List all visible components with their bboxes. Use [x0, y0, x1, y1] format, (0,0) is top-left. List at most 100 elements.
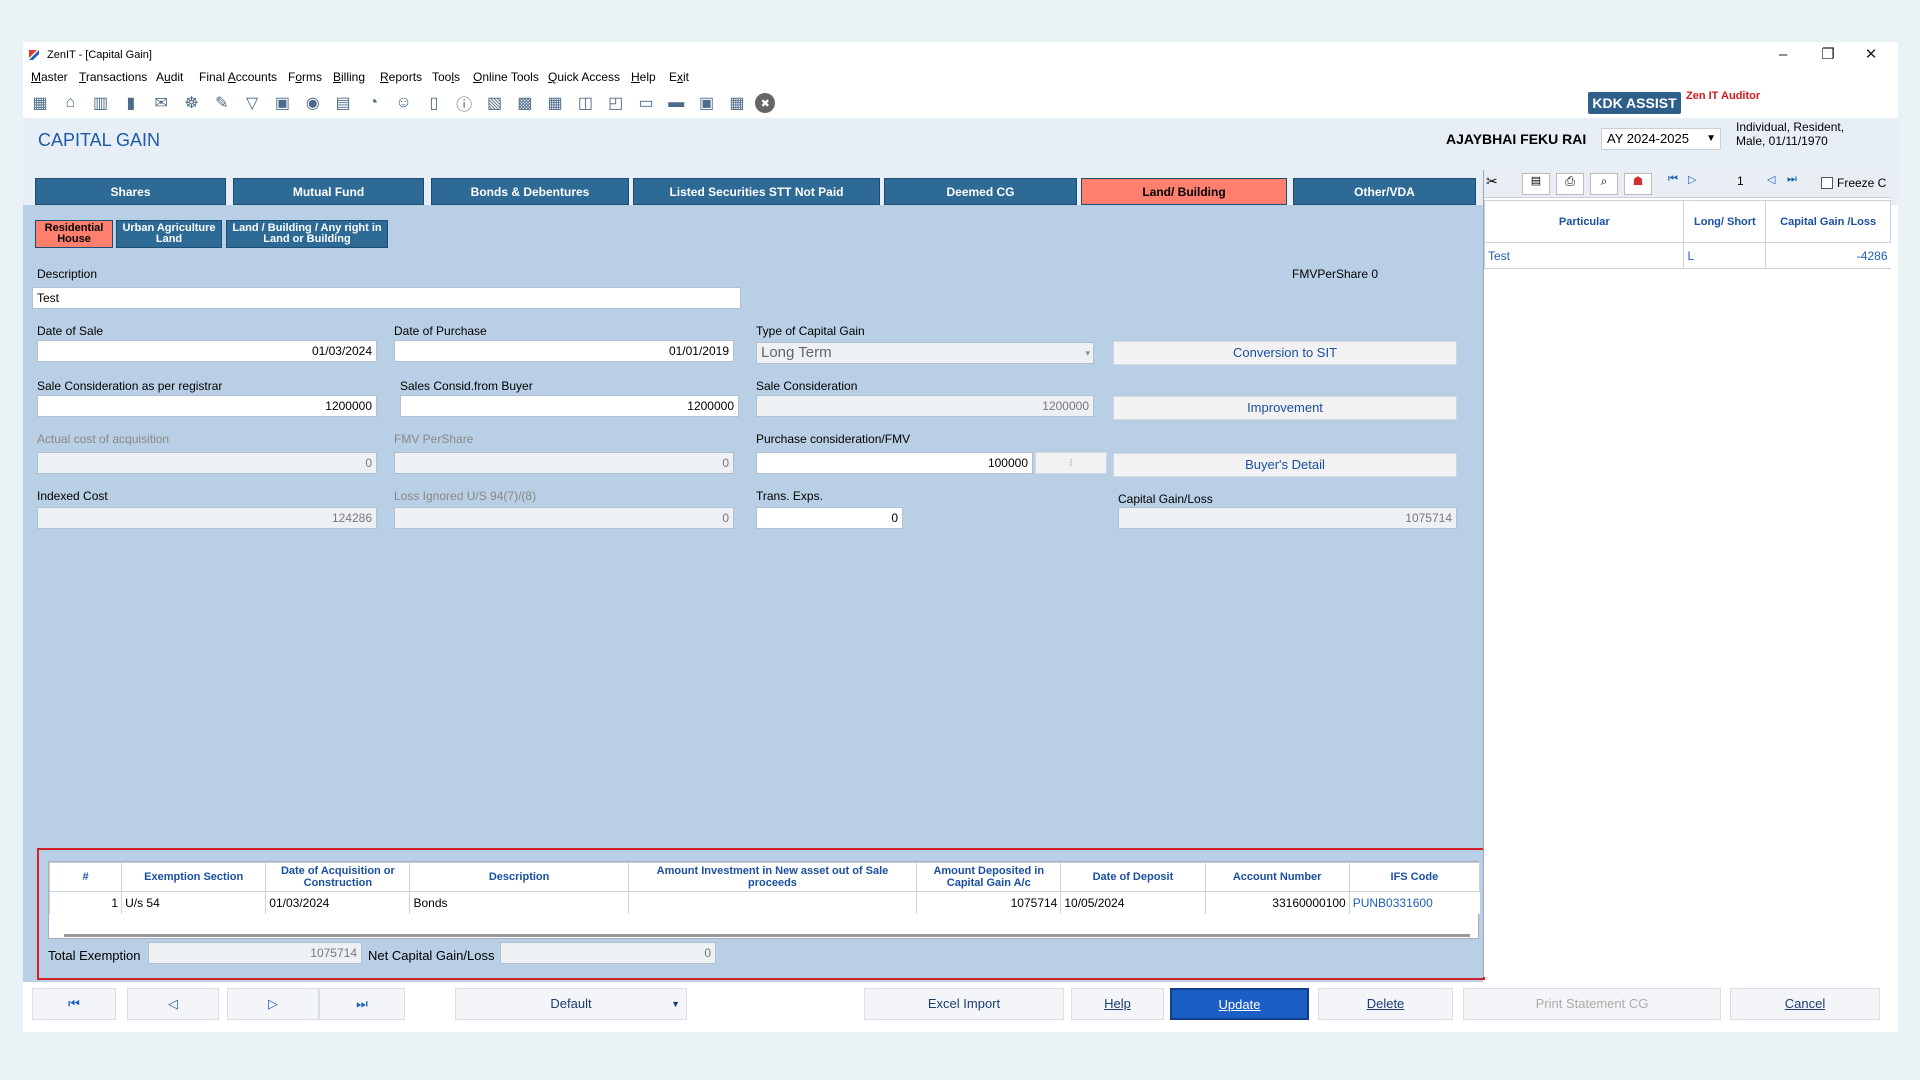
help-button[interactable]: Help — [1071, 988, 1164, 1020]
prev-page-icon[interactable]: ▷ — [1688, 174, 1697, 186]
calculator-icon[interactable]: ▦ — [32, 95, 48, 112]
exemption-col-header[interactable]: Exemption Section — [121, 862, 267, 892]
menu-reports[interactable]: Reports — [380, 70, 423, 84]
exemption-cell-num[interactable]: 1 — [48, 891, 122, 914]
default-select[interactable]: Default ▼ — [455, 988, 687, 1020]
subtab-1[interactable]: Urban Agriculture Land — [116, 220, 222, 248]
menu-help[interactable]: Help — [631, 70, 656, 84]
buyers-detail-button[interactable]: Buyer's Detail — [1113, 453, 1457, 477]
last-record-button[interactable]: ⏭ — [319, 988, 405, 1020]
menu-final-accounts[interactable]: Final Accounts — [199, 70, 278, 84]
dsc-icon[interactable]: ▣ — [699, 95, 715, 112]
tab-other-vda[interactable]: Other/VDA — [1293, 178, 1476, 205]
date-of-sale-input[interactable]: 01/03/2024 — [37, 340, 377, 362]
first-record-button[interactable]: ⏮ — [32, 988, 116, 1020]
zen-it-auditor-link[interactable]: Zen IT Auditor — [1686, 90, 1761, 102]
user-icon[interactable]: ☗ — [1624, 173, 1652, 195]
subtab-0[interactable]: Residential House — [35, 220, 113, 248]
summary-col-header[interactable]: Particular — [1483, 200, 1685, 243]
last-page-icon[interactable]: ⏭ — [1787, 173, 1797, 185]
summary-cell-type[interactable]: L — [1683, 242, 1766, 269]
tab-mutual-fund[interactable]: Mutual Fund — [233, 178, 424, 205]
assessment-year-select[interactable]: AY 2024-2025 ▼ — [1601, 128, 1721, 150]
menu-forms[interactable]: Forms — [288, 70, 323, 84]
refresh-icon[interactable]: ◉ — [305, 95, 320, 112]
tab-land-building[interactable]: Land/ Building — [1081, 178, 1287, 205]
pie-chart-icon[interactable]: ◔ — [368, 94, 379, 111]
exemption-cell-ifsc[interactable]: PUNB0331600 — [1348, 891, 1480, 914]
exemption-cell-description[interactable]: Bonds — [409, 891, 629, 914]
cancel-button[interactable]: Cancel — [1730, 988, 1880, 1020]
report-icon[interactable]: ▦ — [729, 95, 745, 112]
menu-billing[interactable]: Billing — [333, 70, 366, 84]
menu-transactions[interactable]: Transactions — [79, 70, 148, 84]
shield-icon[interactable]: ◫ — [577, 95, 593, 112]
exemption-col-header[interactable]: Date of Deposit — [1060, 862, 1206, 892]
sync-icon[interactable]: ◰ — [608, 95, 624, 112]
type-cg-select[interactable]: Long Term ▾ — [756, 342, 1094, 364]
exemption-cell-section[interactable]: U/s 54 — [121, 891, 266, 914]
sales-consid-buyer-input[interactable]: 1200000 — [400, 395, 739, 417]
summary-cell-particular[interactable]: Test — [1483, 242, 1684, 269]
exemption-col-header[interactable]: Description — [409, 862, 629, 892]
exemption-cell-amount-deposited[interactable]: 1075714 — [916, 891, 1061, 914]
customize-icon[interactable]: ✂ — [1486, 173, 1498, 189]
delete-button[interactable]: Delete — [1318, 988, 1453, 1020]
export-icon[interactable]: ▤ — [1522, 173, 1550, 195]
hammer-icon[interactable]: ✎ — [215, 95, 229, 112]
improvement-button[interactable]: Improvement — [1113, 396, 1457, 420]
date-of-purchase-input[interactable]: 01/01/2019 — [394, 340, 734, 362]
exemption-col-header[interactable]: IFS Code — [1348, 862, 1481, 892]
table-row[interactable]: 1 U/s 54 01/03/2024 Bonds 1075714 10/05/2024 3… — [48, 891, 1480, 914]
calculator2-icon[interactable]: ▤ — [335, 95, 351, 112]
print-statement-button[interactable]: Print Statement CG — [1463, 988, 1721, 1020]
exemption-col-header[interactable]: # — [48, 862, 123, 892]
search-icon[interactable]: ⌕ — [1590, 173, 1618, 195]
subtab-2[interactable]: Land / Building / Any right in Land or B… — [226, 220, 388, 248]
exemption-col-header[interactable]: Amount Investment in New asset out of Sa… — [627, 862, 918, 892]
building-icon[interactable]: ▥ — [93, 95, 109, 112]
tax-icon[interactable]: ▣ — [274, 95, 290, 112]
restore-button[interactable]: ❐ — [1821, 46, 1835, 63]
info-icon[interactable]: ⓘ — [456, 97, 473, 114]
minimize-button[interactable]: – — [1778, 46, 1788, 63]
next-record-button[interactable]: ▷ — [227, 988, 319, 1020]
trans-exps-input[interactable]: 0 — [756, 507, 903, 529]
purchase-consid-input[interactable]: 100000 — [756, 452, 1033, 474]
summary-col-header[interactable]: Capital Gain /Loss — [1765, 200, 1891, 243]
exemption-cell-account[interactable]: 33160000100 — [1204, 891, 1350, 914]
exemption-col-header[interactable]: Account Number — [1204, 862, 1350, 892]
form-icon[interactable]: ▧ — [486, 95, 503, 112]
close-circle-icon[interactable]: ✖ — [755, 93, 776, 113]
sale-consid-registrar-input[interactable]: 1200000 — [37, 395, 377, 417]
table-row[interactable]: Test L -4286 — [1483, 242, 1891, 269]
home-icon[interactable]: ⌂ — [65, 94, 76, 111]
excel-import-button[interactable]: Excel Import — [864, 988, 1064, 1020]
summary-cell-value[interactable]: -4286 — [1765, 242, 1891, 269]
conversion-to-sit-button[interactable]: Conversion to SIT — [1113, 341, 1457, 365]
menu-tools[interactable]: Tools — [432, 70, 461, 84]
book-icon[interactable]: ▯ — [429, 95, 439, 112]
filter-icon[interactable]: ▽ — [245, 95, 259, 112]
summary-col-header[interactable]: Long/ Short — [1683, 200, 1767, 243]
exemption-col-header[interactable]: Amount Deposited in Capital Gain A/c — [916, 862, 1062, 892]
pay-icon[interactable]: ☺ — [395, 94, 412, 111]
freeze-checkbox[interactable] — [1821, 177, 1833, 189]
close-button[interactable]: ✕ — [1864, 46, 1878, 63]
exemption-cell-date-acq[interactable]: 01/03/2024 — [265, 891, 410, 914]
menu-online-tools[interactable]: Online Tools — [473, 70, 539, 84]
prev-icon[interactable]: ◁ — [1767, 174, 1776, 186]
menu-master[interactable]: Master — [31, 70, 68, 84]
gift-icon[interactable]: ✉ — [154, 95, 168, 112]
exemption-col-header[interactable]: Date of Acquisition or Construction — [265, 862, 411, 892]
prev-record-button[interactable]: ◁ — [127, 988, 219, 1020]
tab-deemed-cg[interactable]: Deemed CG — [884, 178, 1077, 205]
tab-listed-securities-stt-not-paid[interactable]: Listed Securities STT Not Paid — [633, 178, 880, 205]
fmv-helper-button[interactable]: ⁝ — [1035, 452, 1107, 474]
exemption-scrollbar[interactable] — [64, 934, 1470, 937]
menu-exit[interactable]: Exit — [669, 70, 690, 84]
first-page-icon[interactable]: ⏮ — [1668, 173, 1678, 185]
doc-plus-icon[interactable]: ▩ — [517, 95, 533, 112]
briefcase-icon[interactable]: ▬ — [668, 94, 685, 111]
kdk-assist-button[interactable]: KDK ASSIST — [1588, 92, 1681, 114]
